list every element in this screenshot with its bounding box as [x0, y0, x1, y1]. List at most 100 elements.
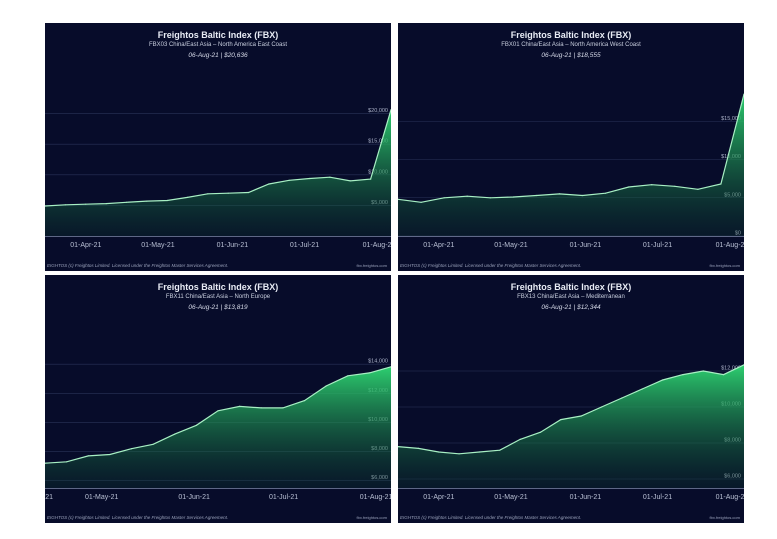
chart-footer: EIGHTOS (c) Freightos Limited. Licensed …: [47, 515, 229, 520]
x-tick-label: 01-Apr-21: [423, 242, 454, 249]
data-point: [641, 388, 643, 390]
x-tick-label: 01-Aug-21: [363, 242, 391, 249]
data-point: [227, 192, 229, 194]
series-line: [45, 109, 391, 207]
data-point: [325, 385, 327, 387]
x-tick-label: 01-Jun-21: [570, 494, 602, 501]
data-point: [662, 379, 664, 381]
chart-title: Freightos Baltic Index (FBX): [157, 30, 279, 40]
x-tick-label: 01-Aug-21: [716, 242, 744, 249]
data-point: [581, 194, 584, 197]
data-point: [109, 453, 111, 456]
chart-annotation: 06-Aug-21 | $18,555: [541, 52, 601, 59]
data-point: [186, 196, 189, 198]
data-point: [398, 446, 399, 448]
data-point: [347, 375, 349, 377]
chart-panel-fbx03: Freightos Baltic Index (FBX) FBX03 China…: [45, 23, 391, 271]
series-area: [398, 364, 744, 488]
data-point: [535, 194, 537, 197]
data-point: [105, 203, 107, 205]
series-line: [398, 93, 744, 203]
chart-panel-fbx13: Freightos Baltic Index (FBX) FBX13 China…: [398, 275, 744, 523]
series-area: [45, 109, 391, 236]
data-point: [720, 183, 722, 185]
chart-title: Freightos Baltic Index (FBX): [510, 282, 632, 292]
x-tick-label: 01-May-21: [494, 494, 528, 501]
x-tick-label: 01-Apr-21: [70, 242, 101, 249]
chart-subtitle: FBX03 China/East Asia – North America Ea…: [148, 42, 288, 48]
x-tick-label: 01-May-21: [141, 242, 175, 249]
data-point: [420, 201, 422, 203]
chart-title: Freightos Baltic Index (FBX): [157, 282, 279, 292]
data-point: [125, 201, 127, 203]
data-point: [558, 193, 561, 195]
chart-footer: EIGHTOS (c) Freightos Limited. Licensed …: [400, 515, 582, 520]
chart-plot: $0$5,000$10,000$15,00001-Apr-2101-May-21…: [398, 93, 744, 249]
data-point: [539, 431, 542, 433]
data-point: [288, 179, 290, 181]
data-point: [478, 451, 480, 453]
chart-plot: $6,000$8,000$10,000$12,000$14,000-2101-M…: [45, 359, 391, 501]
data-point: [682, 374, 684, 376]
data-point: [309, 177, 311, 180]
x-tick-label: -21: [45, 494, 53, 501]
data-point: [146, 200, 148, 202]
data-point: [260, 407, 262, 409]
data-point: [268, 183, 270, 185]
data-point: [85, 203, 87, 205]
data-point: [458, 453, 460, 455]
y-tick-label: $20,000: [368, 108, 388, 114]
data-point: [499, 449, 501, 451]
data-point: [605, 192, 607, 194]
data-point: [651, 184, 653, 186]
data-point: [45, 205, 46, 207]
x-tick-label: 01-Jun-21: [178, 494, 210, 501]
x-tick-label: 01-May-21: [494, 242, 528, 249]
series-line: [398, 364, 744, 455]
x-tick-label: 01-May-21: [85, 494, 119, 501]
data-point: [628, 186, 630, 188]
data-point: [45, 462, 46, 464]
data-point: [152, 443, 154, 445]
data-point: [349, 180, 351, 182]
data-point: [87, 455, 89, 457]
data-point: [174, 433, 176, 435]
data-point: [398, 198, 399, 200]
data-point: [239, 405, 241, 407]
x-tick-label: 01-Jul-21: [643, 494, 672, 501]
data-point: [621, 397, 623, 399]
chart-site: fbx.freightos.com: [709, 263, 740, 268]
data-point: [247, 191, 250, 194]
data-point: [329, 176, 331, 178]
data-point: [600, 406, 603, 408]
data-point: [390, 109, 391, 111]
data-point: [390, 366, 391, 368]
data-point: [743, 93, 744, 95]
data-point: [64, 204, 66, 206]
data-point: [282, 407, 284, 409]
data-point: [674, 185, 676, 187]
x-tick-label: 01-Jun-21: [570, 242, 602, 249]
chart-panel-fbx01: Freightos Baltic Index (FBX) FBX01 China…: [398, 23, 744, 271]
chart-site: fbx.freightos.com: [709, 515, 740, 520]
data-point: [368, 372, 370, 374]
x-tick-label: 01-Jul-21: [643, 242, 672, 249]
x-tick-label: 01-Jul-21: [290, 242, 319, 249]
data-point: [417, 447, 419, 449]
chart-panel-fbx11: Freightos Baltic Index (FBX) FBX11 China…: [45, 275, 391, 523]
series-area: [398, 94, 744, 236]
data-point: [207, 193, 209, 195]
data-point: [723, 374, 725, 376]
data-point: [130, 448, 133, 450]
chart-subtitle: FBX13 China/East Asia – Mediterranean: [517, 294, 625, 300]
chart-site: fbx.freightos.com: [356, 263, 387, 268]
chart-footer: EIGHTOS (c) Freightos Limited. Licensed …: [47, 263, 229, 268]
y-tick-label: $15,000: [368, 139, 388, 145]
data-point: [370, 178, 372, 180]
data-point: [560, 419, 562, 421]
x-tick-label: 01-Jul-21: [269, 494, 298, 501]
chart-footer: EIGHTOS (c) Freightos Limited. Licensed …: [400, 263, 582, 268]
chart-title: Freightos Baltic Index (FBX): [510, 30, 632, 40]
data-point: [702, 370, 704, 372]
data-point: [580, 415, 582, 417]
